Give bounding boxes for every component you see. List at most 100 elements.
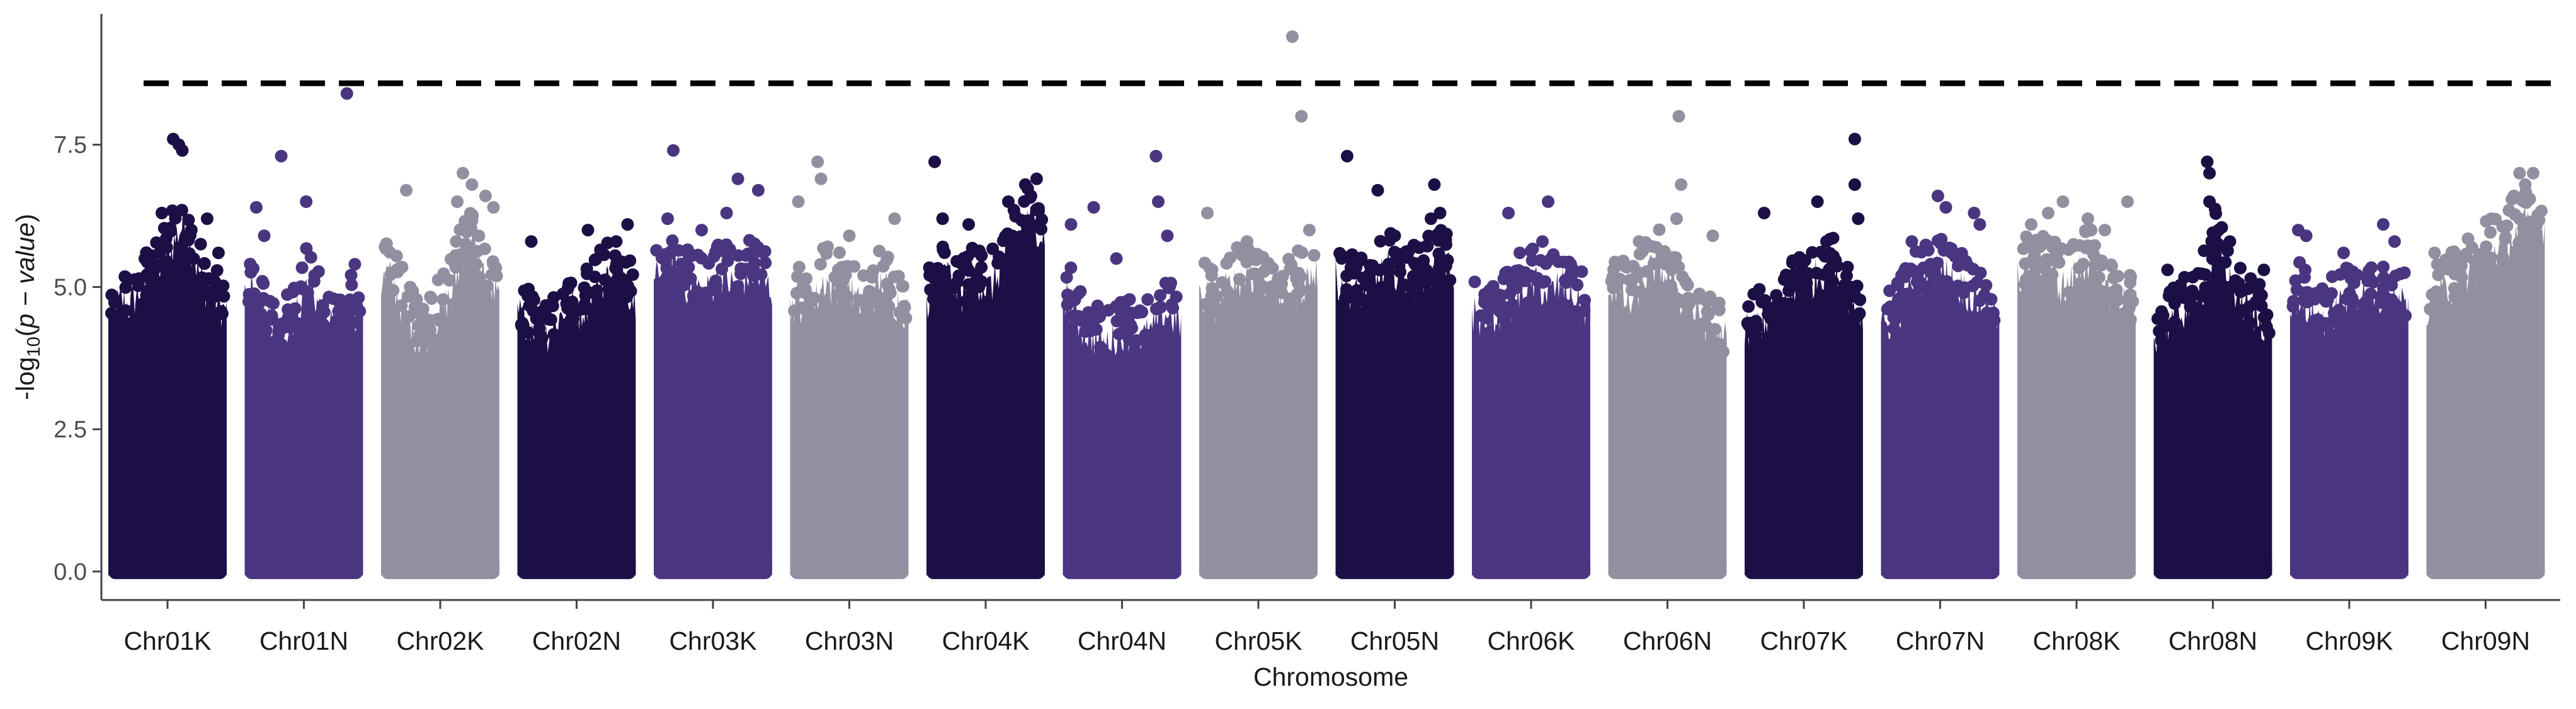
snp-point <box>1413 241 1426 254</box>
snp-point <box>1663 257 1677 270</box>
snp-point <box>390 250 403 263</box>
snp-point <box>350 303 363 316</box>
points-base <box>654 552 772 579</box>
snp-point <box>853 294 866 307</box>
snp-point <box>1345 248 1359 261</box>
snp-point <box>1123 293 1136 306</box>
snp-peak-point <box>1285 30 1299 43</box>
snp-point <box>1742 300 1755 313</box>
snp-peak-point <box>1030 172 1043 185</box>
snp-point <box>301 286 314 299</box>
points-base <box>108 552 227 579</box>
snp-point <box>322 330 336 343</box>
snp-point <box>197 282 210 294</box>
snp-point <box>2340 262 2353 275</box>
snp-point <box>1292 267 1305 280</box>
snp-point <box>883 283 896 296</box>
snp-point <box>1607 263 1620 276</box>
snp-peak-point <box>2300 229 2313 243</box>
x-tick-label: Chr06N <box>1623 626 1712 655</box>
snp-peak-point <box>1542 195 1554 208</box>
snp-point <box>1539 275 1551 288</box>
points-body <box>654 233 772 575</box>
snp-point <box>392 262 406 275</box>
chromosome-Chr02N <box>515 218 639 579</box>
snp-point <box>1823 246 1837 260</box>
snp-point <box>799 282 812 296</box>
snp-peak-point <box>751 183 765 197</box>
snp-point <box>566 295 579 308</box>
points-body <box>1335 246 1454 575</box>
snp-point <box>2085 224 2098 237</box>
snp-point <box>880 253 893 267</box>
snp-point <box>402 290 414 303</box>
snp-point <box>345 278 358 291</box>
snp-point <box>2289 274 2302 287</box>
snp-peak-point <box>176 144 189 157</box>
snp-point <box>686 249 699 262</box>
snp-point <box>257 292 270 305</box>
snp-point <box>1474 309 1488 322</box>
snp-point <box>1350 284 1364 297</box>
snp-point <box>1810 267 1823 280</box>
snp-point <box>1439 238 1452 251</box>
snp-point <box>821 240 834 253</box>
snp-point <box>182 214 195 227</box>
snp-point <box>700 292 713 305</box>
snp-point <box>1913 276 1927 289</box>
snp-point <box>709 245 722 258</box>
chromosome-Chr08N <box>2151 155 2276 579</box>
snp-peak-point <box>621 218 634 231</box>
x-tick-label: Chr09K <box>2305 626 2393 655</box>
snp-point <box>2286 300 2300 313</box>
snp-point <box>1747 287 1760 301</box>
snp-peak-point <box>2527 166 2539 180</box>
snp-point <box>527 304 540 318</box>
snp-point <box>1153 323 1166 337</box>
snp-peak-point <box>1973 218 1986 231</box>
snp-point <box>814 258 827 271</box>
snp-point <box>1631 265 1644 279</box>
snp-point <box>2430 285 2443 298</box>
snp-point <box>2529 219 2543 233</box>
snp-point <box>594 243 607 257</box>
snp-peak-point <box>1388 229 1401 243</box>
snp-point <box>626 268 639 281</box>
snp-point <box>1340 269 1354 282</box>
chromosome-Chr03K <box>650 144 772 579</box>
snp-peak-point <box>1371 183 1384 197</box>
snp-peak-point <box>2203 166 2216 180</box>
points-body <box>1063 282 1182 575</box>
snp-point <box>249 301 263 314</box>
snp-point <box>436 293 450 306</box>
snp-point <box>257 277 270 290</box>
snp-point <box>1578 294 1591 307</box>
snp-point <box>2062 243 2075 257</box>
snp-point <box>1980 279 1993 292</box>
snp-point <box>975 275 988 288</box>
snp-point <box>2027 252 2040 265</box>
snp-point <box>591 294 604 308</box>
snp-point <box>1951 279 1964 292</box>
snp-peak-point <box>2428 246 2441 260</box>
snp-point <box>2310 316 2323 329</box>
snp-point <box>182 233 195 246</box>
snp-point <box>1519 266 1532 279</box>
snp-point <box>2155 334 2168 347</box>
snp-peak-point <box>1302 224 1316 237</box>
snp-point <box>459 243 472 257</box>
y-tick-label: 0.0 <box>54 559 87 585</box>
snp-point <box>1618 259 1631 272</box>
snp-point <box>119 281 132 294</box>
snp-peak-point <box>1564 258 1577 271</box>
snp-peak-point <box>792 195 805 208</box>
snp-peak-point <box>212 246 225 260</box>
x-tick-label: Chr03N <box>805 626 894 655</box>
snp-point <box>564 276 578 289</box>
snp-point <box>2110 283 2123 296</box>
snp-point <box>2026 269 2039 282</box>
snp-peak-point <box>2025 218 2037 231</box>
snp-point <box>285 308 298 321</box>
snp-point <box>875 292 888 305</box>
snp-point <box>1282 253 1296 266</box>
